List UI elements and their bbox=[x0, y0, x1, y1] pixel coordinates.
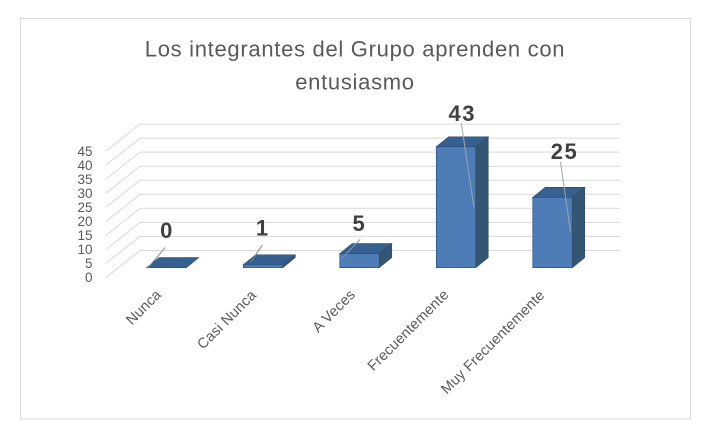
svg-text:15: 15 bbox=[77, 228, 92, 243]
svg-text:45: 45 bbox=[77, 144, 92, 159]
svg-text:0: 0 bbox=[85, 270, 93, 285]
svg-text:Los integrantes del Grupo apre: Los integrantes del Grupo aprenden con bbox=[145, 37, 565, 62]
svg-text:30: 30 bbox=[77, 186, 92, 201]
svg-text:25: 25 bbox=[551, 139, 578, 164]
svg-text:5: 5 bbox=[85, 256, 93, 271]
svg-text:40: 40 bbox=[77, 158, 92, 173]
svg-text:entusiasmo: entusiasmo bbox=[295, 70, 415, 95]
svg-text:0: 0 bbox=[160, 218, 174, 243]
svg-text:35: 35 bbox=[77, 172, 92, 187]
svg-text:10: 10 bbox=[77, 242, 92, 257]
svg-text:5: 5 bbox=[353, 211, 367, 236]
svg-text:1: 1 bbox=[256, 215, 270, 240]
svg-text:25: 25 bbox=[77, 200, 92, 215]
svg-text:43: 43 bbox=[449, 101, 476, 126]
svg-text:20: 20 bbox=[77, 214, 92, 229]
